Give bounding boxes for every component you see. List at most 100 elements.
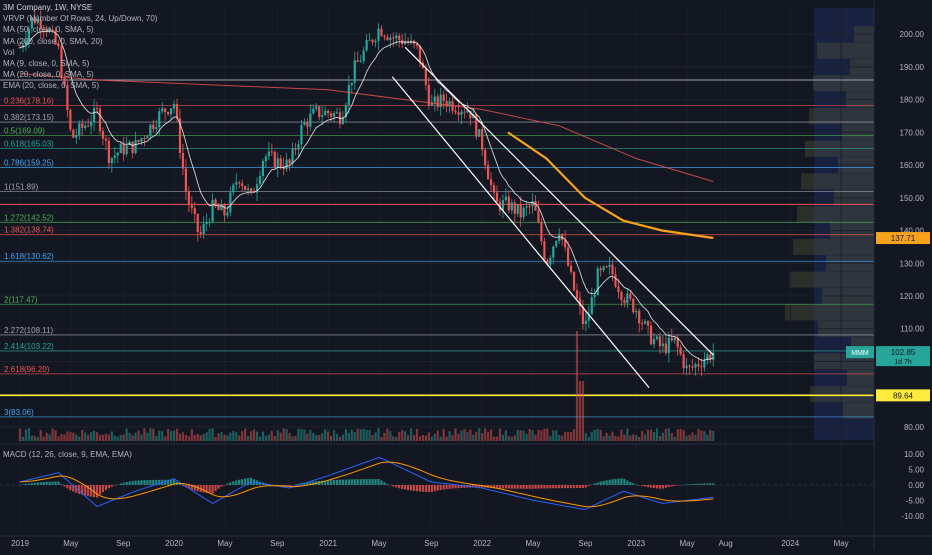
volume-bar [60,434,63,441]
sma50-line [507,131,714,240]
y-tick-label: 150.00 [900,194,925,203]
volume-bar [315,434,318,441]
volume-bar [466,432,469,441]
profile-bar [785,304,874,321]
candle-body [164,108,167,113]
volume-bar [235,432,238,441]
macd-histogram-bar [555,484,558,489]
macd-histogram-bar [87,484,90,497]
price-tag-value: 102.85 [891,348,916,357]
candle-body [561,233,564,240]
candle-body [626,293,629,304]
volume-bar [635,435,638,441]
candle-body [584,320,587,325]
volume-bar [421,435,425,441]
candle-body [223,204,226,216]
macd-histogram-bar [60,484,63,485]
volume-bar [439,436,442,441]
macd-histogram-bar [21,484,25,485]
candle-body [178,118,182,153]
candle-body [57,43,60,47]
candle-body [347,85,350,106]
macd-histogram-bar [368,479,371,485]
candle-body [332,113,336,117]
candle-body [273,152,276,168]
macd-histogram-bar [590,484,593,486]
profile-bar [801,173,874,190]
candle-body [469,110,472,119]
candle-body [478,128,481,137]
macd-histogram-bar [235,480,238,485]
volume-bar [655,428,659,441]
macd-histogram-bar [220,484,223,487]
macd-histogram-bar [335,479,339,485]
macd-histogram-bar [507,484,510,489]
macd-histogram-bar [244,478,247,485]
macd-histogram-bar [504,484,507,489]
candle-body [655,336,659,340]
macd-histogram-bar [395,484,398,488]
volume-bar [513,435,516,441]
legend-title: 3M Company, 1W, NYSE [3,3,93,12]
volume-bar [700,430,703,441]
macd-histogram-bar [344,479,347,485]
volume-bar [223,434,226,441]
symbol-tag [846,346,874,359]
volume-bar [501,434,505,441]
volume-bar [658,436,662,441]
candle-body [128,141,131,146]
y-tick-label: 180.00 [900,96,925,105]
candle-body [72,129,75,138]
macd-signal-line [19,461,714,508]
volume-bar [196,433,199,441]
macd-histogram-bar [217,484,220,489]
volume-bar [39,429,42,441]
macd-histogram-bar [433,484,436,492]
macd-histogram-bar [489,484,493,488]
macd-histogram-bar [143,480,146,485]
candle-body [525,206,528,208]
volume-bar [632,434,635,441]
candle-body [667,337,670,353]
volume-bar [359,429,362,441]
candle-body [92,108,96,123]
volume-bar [81,430,84,441]
candle-body [602,266,605,271]
candle-body [531,201,534,207]
candle-body [196,213,199,233]
candle-body [66,85,69,111]
volume-bar [386,428,389,441]
volume-bar [116,436,119,441]
volume-bar [380,436,383,441]
volume-bar [445,436,448,441]
macd-histogram-bar [36,482,39,485]
volume-bar [572,428,576,441]
macd-histogram-bar [90,484,93,497]
macd-histogram-bar [285,484,288,487]
macd-histogram-bar [101,484,105,493]
candle-body [415,43,419,46]
fib-label: 0.786(159.25) [4,159,54,168]
fib-label: 2.272(108.11) [4,326,54,335]
candle-body [244,186,247,191]
y-tick-label: 80.00 [904,423,925,432]
candle-body [661,343,665,347]
macd-histogram-bar [238,479,241,485]
candle-body [341,117,345,124]
candle-body [181,152,185,169]
macd-histogram-bar [39,482,42,485]
macd-histogram-bar [549,484,552,489]
macd-histogram-bar [445,484,448,490]
volume-bar [395,436,398,441]
macd-histogram-bar [558,484,561,489]
macd-histogram-bar [104,484,108,491]
volume-bar [629,435,632,441]
volume-bar [504,430,507,441]
candle-body [267,151,270,157]
macd-histogram-bar [181,484,185,486]
macd-histogram-bar [679,484,682,486]
channel-lines [391,46,714,389]
volume-bar [63,434,66,441]
